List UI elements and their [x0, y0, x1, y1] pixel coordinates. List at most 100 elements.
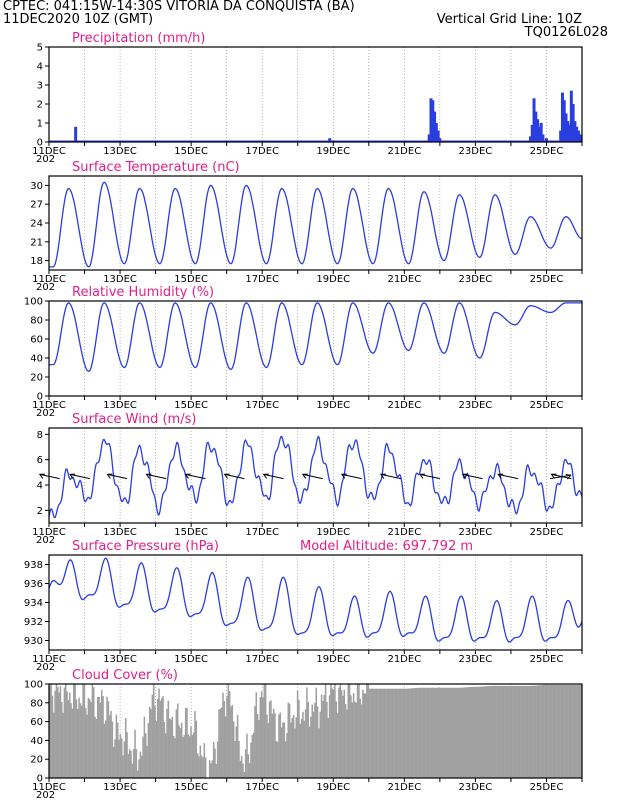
cloud-bar [391, 688, 393, 778]
x-tick-label: 17DEC [245, 400, 279, 411]
y-tick-label: 80 [30, 316, 43, 327]
cloud-bar [356, 684, 359, 778]
cloud-bar [211, 760, 214, 778]
cloud-bar [578, 684, 580, 778]
cloud-bar [478, 686, 480, 778]
wind-arrow [462, 473, 483, 480]
cloud-bar [136, 770, 139, 778]
cloud-bar [111, 721, 114, 778]
cloud-bar [459, 687, 461, 778]
cloud-bar [202, 757, 204, 778]
cloud-bar [576, 684, 579, 778]
cloud-bar [296, 690, 299, 778]
precip-bar [559, 130, 563, 142]
cloud-bar [510, 685, 512, 778]
cloud-bar [246, 733, 248, 778]
precip-bar [541, 134, 545, 142]
cloud-bar [554, 684, 556, 778]
cloud-bar [374, 688, 376, 778]
cloud-bar [338, 687, 340, 778]
cloud-bar [262, 697, 264, 778]
cloud-bar [530, 685, 532, 778]
x-tick-label: 15DEC [174, 782, 208, 793]
cloud-bar [527, 685, 529, 778]
x-tick-label: 19DEC [316, 274, 350, 285]
cloud-bar [335, 701, 338, 778]
cloud-bar [372, 688, 375, 778]
cloud-bar [167, 700, 170, 778]
wind-arrow [498, 473, 519, 480]
precip-bar [436, 130, 440, 142]
x-tick-label: 13DEC [103, 654, 137, 665]
precip-bar [431, 100, 435, 142]
cloud-bar [416, 687, 419, 778]
cloud-bar [68, 692, 71, 778]
cloud-bar [264, 684, 267, 778]
cloud-bar [148, 706, 151, 778]
cloud-bar [271, 713, 274, 778]
cloud-bar [371, 688, 373, 778]
cloud-bar [375, 688, 377, 778]
precip-bar [571, 104, 575, 142]
cloud-bar [54, 690, 56, 778]
cloud-bar [92, 687, 95, 778]
cloud-bar [180, 722, 183, 778]
x-tick-label: 17DEC [245, 527, 279, 538]
x-tick-label: 23DEC [459, 400, 493, 411]
cloud-bar [282, 722, 284, 778]
cloud-bar [88, 699, 91, 778]
precip-bar [328, 138, 332, 142]
cloud-bar [463, 687, 465, 778]
cloud-bar [251, 735, 254, 778]
panel-title: Precipitation (mm/h) [72, 31, 205, 46]
x-tick-label: 11DEC [32, 400, 66, 411]
x-tick-label: 19DEC [316, 654, 350, 665]
cloud-bar [534, 685, 536, 778]
cloud-bar [235, 726, 238, 778]
cloud-bar [442, 687, 444, 778]
cloud-bar [94, 716, 96, 778]
precip-bar [74, 126, 78, 142]
cloud-bar [252, 732, 255, 778]
cloud-bar [484, 686, 487, 778]
cloud-bar [362, 689, 364, 778]
wind-arrow [146, 473, 167, 480]
cloud-bar [322, 700, 324, 778]
cloud-bar [314, 702, 316, 778]
wind-arrow [549, 474, 571, 480]
cloud-bar [258, 720, 260, 778]
cloud-bar [51, 695, 54, 778]
y-tick-label: 1 [37, 119, 43, 130]
cloud-bar [452, 687, 455, 778]
cloud-bar [408, 688, 411, 778]
cloud-bar [55, 684, 58, 778]
cloud-bar [131, 763, 134, 778]
y-tick-label: 27 [30, 200, 43, 211]
cloud-bar [284, 741, 287, 778]
cloud-bar [208, 760, 211, 778]
cloud-bar [164, 733, 167, 778]
cloud-bar [195, 720, 198, 778]
cloud-bar [490, 685, 492, 778]
cloud-bar [500, 685, 503, 778]
cloud-bar [100, 689, 103, 778]
wind-arrow [341, 473, 362, 480]
wind-arrow-head [461, 473, 468, 479]
wind-arrow [69, 473, 90, 480]
cloud-bar [472, 686, 475, 778]
cloud-bar [184, 707, 187, 778]
precip-bar [427, 134, 431, 142]
wind-arrow-head [106, 473, 113, 479]
cloud-bar [327, 717, 330, 778]
cloud-bar [424, 687, 427, 778]
cloud-bar [494, 685, 496, 778]
cloud-bar [196, 753, 199, 778]
cloud-bar [532, 685, 535, 778]
cloud-bar [403, 688, 405, 778]
cloud-bar [544, 684, 547, 778]
cloud-bar [312, 711, 315, 778]
cloud-bar [539, 685, 541, 778]
cloud-bar [160, 698, 163, 778]
cloud-bar [479, 686, 481, 778]
cloud-bar [444, 687, 447, 778]
